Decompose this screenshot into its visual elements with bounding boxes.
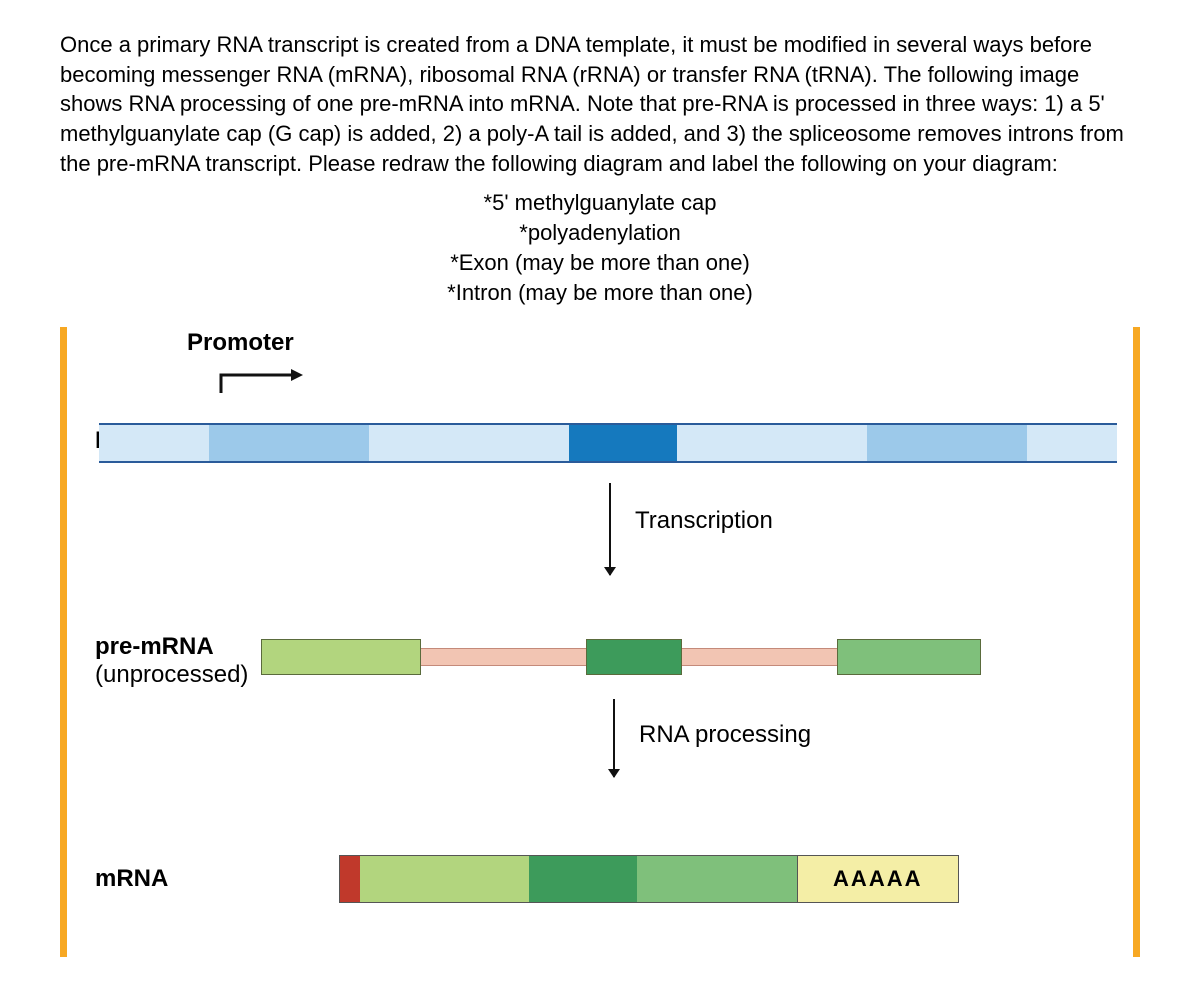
promoter-arrow-icon [215, 367, 305, 395]
dna-track [99, 423, 1117, 463]
rna-processing-arrow-icon [613, 699, 615, 777]
dna-segment [569, 425, 677, 461]
dna-segment [677, 425, 867, 461]
intro-paragraph: Once a primary RNA transcript is created… [60, 30, 1140, 178]
poly-a-tail: AAAAA [797, 856, 958, 902]
pre-mrna-label-main: pre-mRNA [95, 633, 214, 660]
label-item-intron: *Intron (may be more than one) [60, 278, 1140, 308]
mrna-segment [637, 856, 796, 902]
label-item-exon: *Exon (may be more than one) [60, 248, 1140, 278]
dna-segment [867, 425, 1027, 461]
dna-segment [369, 425, 569, 461]
exon-segment [586, 639, 682, 675]
dna-segment [209, 425, 369, 461]
rna-processing-diagram: Promoter DNA Transcription pre-mRNA (unp… [60, 327, 1140, 957]
mrna-track: AAAAA [339, 855, 959, 903]
pre-mrna-label-sub: (unprocessed) [95, 661, 248, 688]
exon-segment [261, 639, 421, 675]
dna-segment [1027, 425, 1117, 461]
label-item-polya: *polyadenylation [60, 218, 1140, 248]
mrna-label: mRNA [95, 865, 168, 893]
pre-mrna-track [261, 639, 981, 675]
promoter-label: Promoter [187, 329, 294, 357]
transcription-label: Transcription [635, 507, 773, 535]
intron-segment [421, 648, 586, 666]
rna-processing-label: RNA processing [639, 721, 811, 749]
exon-segment [837, 639, 981, 675]
label-list: *5' methylguanylate cap *polyadenylation… [60, 188, 1140, 307]
transcription-arrow-icon [609, 483, 611, 575]
dna-segment [99, 425, 209, 461]
mrna-segment [340, 856, 360, 902]
mrna-segment [360, 856, 529, 902]
pre-mrna-label: pre-mRNA (unprocessed) [95, 633, 248, 689]
intron-segment [682, 648, 837, 666]
label-item-cap: *5' methylguanylate cap [60, 188, 1140, 218]
mrna-segment [529, 856, 637, 902]
